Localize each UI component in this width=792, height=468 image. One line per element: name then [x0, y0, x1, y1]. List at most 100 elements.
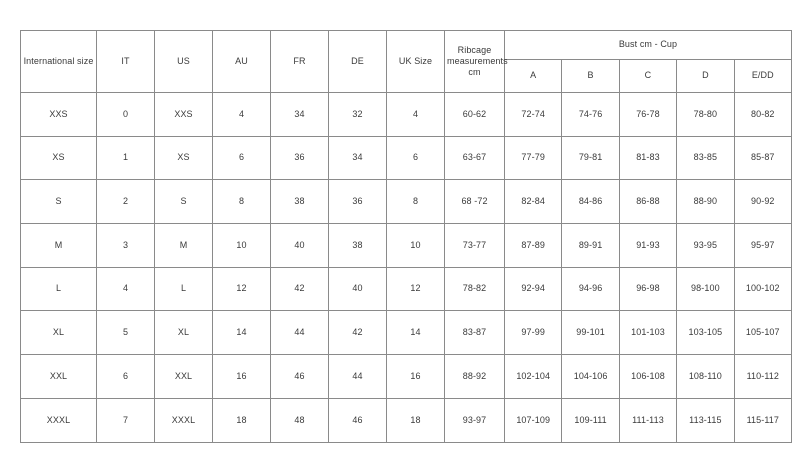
- cell-de: 40: [328, 266, 387, 312]
- cell-cup-b: 94-96: [561, 266, 620, 312]
- cell-fr: 46: [270, 354, 329, 399]
- cell-uk-size: 14: [386, 310, 445, 356]
- cell-cup-d: 88-90: [676, 179, 735, 225]
- cell-us: L: [154, 266, 213, 312]
- column-header-uk-size: UK Size: [386, 30, 445, 93]
- cell-cup-e-dd: 80-82: [733, 92, 792, 137]
- cell-fr: 34: [270, 92, 329, 137]
- table-row: XS 1 XS 6 36 34 6 63-67 77-79 79-81 81-8…: [20, 135, 792, 181]
- cell-us: XXXL: [154, 397, 213, 443]
- cell-fr: 36: [270, 135, 329, 181]
- cell-fr: 44: [270, 310, 329, 356]
- cell-cup-e-dd: 95-97: [733, 223, 792, 268]
- cell-uk-size: 16: [386, 354, 445, 399]
- cell-cup-a: 87-89: [503, 223, 563, 268]
- cell-fr: 40: [270, 223, 329, 268]
- cell-cup-c: 76-78: [618, 92, 678, 137]
- cell-us: S: [154, 179, 213, 225]
- cell-uk-size: 4: [386, 92, 445, 137]
- cell-au: 8: [212, 179, 271, 225]
- cell-de: 36: [328, 179, 387, 225]
- column-header-international-size: International size: [20, 30, 97, 93]
- cell-au: 14: [212, 310, 271, 356]
- cell-au: 18: [212, 397, 271, 443]
- cell-it: 3: [96, 223, 155, 268]
- cell-ribcage: 83-87: [444, 310, 505, 356]
- table-row: M 3 M 10 40 38 10 73-77 87-89 89-91 91-9…: [20, 223, 792, 268]
- cell-cup-d: 93-95: [676, 223, 735, 268]
- cell-international-size: XL: [20, 310, 97, 356]
- cell-cup-e-dd: 100-102: [733, 266, 792, 312]
- size-chart-table-container: International size IT US AU FR DE UK Siz…: [20, 30, 792, 443]
- table-row: XL 5 XL 14 44 42 14 83-87 97-99 99-101 1…: [20, 310, 792, 356]
- cell-cup-d: 83-85: [676, 135, 735, 181]
- cell-cup-d: 78-80: [676, 92, 735, 137]
- cell-de: 32: [328, 92, 387, 137]
- cell-au: 4: [212, 92, 271, 137]
- cell-cup-a: 77-79: [503, 135, 563, 181]
- column-header-us: US: [154, 30, 213, 93]
- cell-it: 0: [96, 92, 155, 137]
- table-row: XXL 6 XXL 16 46 44 16 88-92 102-104 104-…: [20, 354, 792, 399]
- cell-uk-size: 12: [386, 266, 445, 312]
- cell-uk-size: 8: [386, 179, 445, 225]
- cell-ribcage: 68 -72: [444, 179, 505, 225]
- cell-cup-a: 92-94: [503, 266, 563, 312]
- cell-cup-e-dd: 85-87: [733, 135, 792, 181]
- cell-cup-e-dd: 90-92: [733, 179, 792, 225]
- column-header-cup-b: B: [561, 59, 620, 93]
- cell-international-size: M: [20, 223, 97, 268]
- cell-it: 5: [96, 310, 155, 356]
- cell-it: 7: [96, 397, 155, 443]
- column-header-cup-d: D: [676, 59, 735, 93]
- cell-cup-c: 106-108: [618, 354, 678, 399]
- cell-cup-a: 97-99: [503, 310, 563, 356]
- cell-cup-c: 91-93: [618, 223, 678, 268]
- cell-au: 6: [212, 135, 271, 181]
- cell-cup-d: 98-100: [676, 266, 735, 312]
- cell-de: 44: [328, 354, 387, 399]
- column-header-au: AU: [212, 30, 271, 93]
- cell-cup-e-dd: 115-117: [733, 397, 792, 443]
- cell-uk-size: 6: [386, 135, 445, 181]
- cell-us: XXS: [154, 92, 213, 137]
- cell-cup-c: 111-113: [618, 397, 678, 443]
- cell-de: 38: [328, 223, 387, 268]
- cell-de: 34: [328, 135, 387, 181]
- column-header-fr: FR: [270, 30, 329, 93]
- column-header-de: DE: [328, 30, 387, 93]
- column-header-ribcage-measurements: Ribcage measurements cm: [444, 30, 508, 93]
- cell-au: 10: [212, 223, 271, 268]
- cell-it: 6: [96, 354, 155, 399]
- cell-fr: 48: [270, 397, 329, 443]
- cell-us: M: [154, 223, 213, 268]
- cell-ribcage: 60-62: [444, 92, 505, 137]
- cell-us: XXL: [154, 354, 213, 399]
- cell-cup-d: 103-105: [676, 310, 735, 356]
- cell-us: XS: [154, 135, 213, 181]
- cell-ribcage: 93-97: [444, 397, 505, 443]
- column-header-it: IT: [96, 30, 155, 93]
- cell-ribcage: 73-77: [444, 223, 505, 268]
- table-row: XXXL 7 XXXL 18 48 46 18 93-97 107-109 10…: [20, 397, 792, 443]
- column-group-header-bust-cup: Bust cm - Cup: [504, 30, 792, 60]
- cell-ribcage: 63-67: [444, 135, 505, 181]
- cell-cup-b: 104-106: [561, 354, 620, 399]
- cell-de: 46: [328, 397, 387, 443]
- cell-uk-size: 18: [386, 397, 445, 443]
- cell-cup-b: 99-101: [561, 310, 620, 356]
- cell-au: 16: [212, 354, 271, 399]
- cell-cup-a: 102-104: [503, 354, 563, 399]
- table-body: XXS 0 XXS 4 34 32 4 60-62 72-74 74-76 76…: [20, 92, 792, 443]
- table-header: International size IT US AU FR DE UK Siz…: [20, 30, 792, 93]
- cell-international-size: XXXL: [20, 397, 97, 443]
- cell-cup-b: 79-81: [561, 135, 620, 181]
- cell-cup-d: 113-115: [676, 397, 735, 443]
- header-row-top: International size IT US AU FR DE UK Siz…: [20, 30, 792, 93]
- cell-cup-d: 108-110: [676, 354, 735, 399]
- cell-de: 42: [328, 310, 387, 356]
- cell-it: 2: [96, 179, 155, 225]
- cell-fr: 42: [270, 266, 329, 312]
- cell-cup-a: 107-109: [503, 397, 563, 443]
